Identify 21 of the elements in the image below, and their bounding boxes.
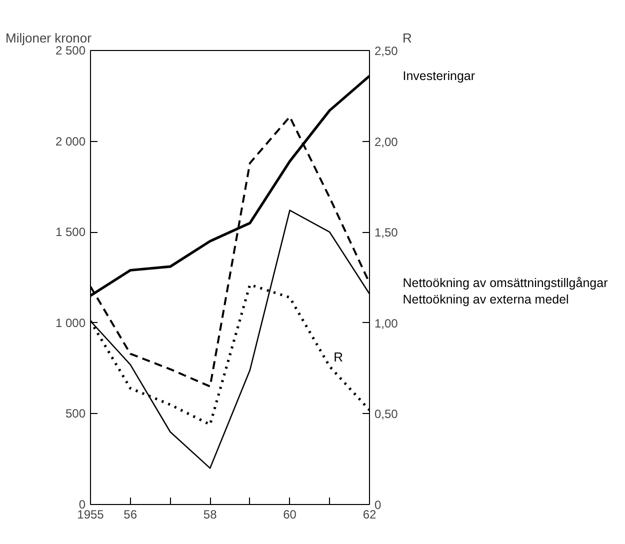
x-tick-label: 60	[283, 508, 297, 522]
y2-tick-label: 1,00	[374, 316, 398, 330]
y-tick-label: 1 000	[55, 316, 86, 330]
y-axis-title: Miljoner kronor	[6, 30, 92, 46]
y-tick-label: 1 500	[55, 225, 86, 240]
y-tick-label: 500	[65, 406, 86, 421]
text: Investeringar	[402, 68, 476, 83]
y2-tick-label: 0,50	[374, 407, 398, 422]
series-label: R	[334, 349, 344, 364]
y2-tick-label: 2,50	[374, 44, 398, 58]
y2-tick-label: 0	[374, 498, 382, 512]
x-tick-label: 56	[124, 508, 138, 522]
y2-tick-label: 1,50	[374, 226, 398, 240]
x-tick-label: 62	[362, 508, 376, 522]
x-tick-label: 58	[203, 508, 218, 522]
y-tick-label: 2 000	[55, 134, 86, 148]
text: Nettoökning av omsättningstillgångar	[402, 276, 608, 290]
y-tick-label: 2 500	[55, 44, 86, 58]
y2-tick-label: 2,00	[374, 134, 398, 149]
text: Nettoökning av externa medel	[402, 292, 569, 307]
y2-axis-title: R	[402, 30, 412, 46]
